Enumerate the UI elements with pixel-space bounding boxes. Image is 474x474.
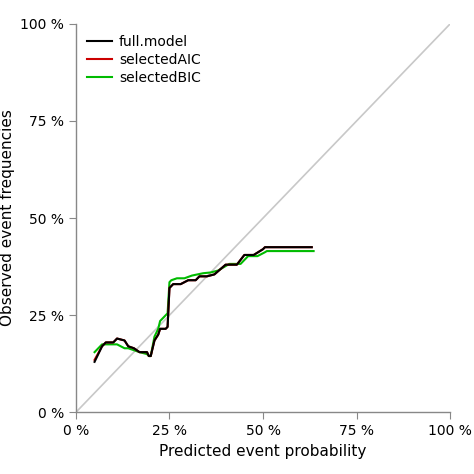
Legend: full.model, selectedAIC, selectedBIC: full.model, selectedAIC, selectedBIC [83,31,205,89]
X-axis label: Predicted event probability: Predicted event probability [159,444,367,459]
Y-axis label: Observed event frequencies: Observed event frequencies [0,109,15,327]
